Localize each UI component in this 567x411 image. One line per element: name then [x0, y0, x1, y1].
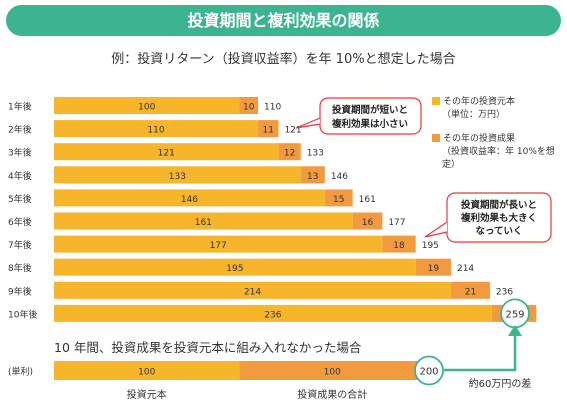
total-value-label: 214	[457, 264, 474, 274]
gain-value-label: 11	[263, 126, 274, 136]
legend-item-gain: その年の投資成果 （投資収益率：年 10%を想定）	[432, 133, 567, 172]
total-value-label: 146	[331, 172, 348, 182]
gain-value-label: 16	[362, 218, 374, 228]
difference-connector	[444, 332, 517, 372]
year-label: 2年後	[8, 124, 32, 136]
bar-gain	[239, 97, 259, 114]
principal-value-label: 214	[244, 287, 261, 297]
bar-simple-principal	[54, 361, 240, 380]
bar-gain	[300, 166, 325, 184]
simple-row-label: (単利)	[8, 366, 33, 378]
gain-value-label: 19	[428, 264, 440, 274]
principal-value-label: 133	[169, 172, 186, 182]
principal-value-label: 146	[181, 195, 198, 205]
year-label: 10年後	[8, 308, 37, 320]
bar-gain	[324, 189, 353, 207]
callout-short-line: 投資期間が短いと	[332, 104, 408, 116]
simple-gain-value: 100	[324, 368, 341, 378]
title-banner: 投資期間と複利効果の関係	[6, 5, 561, 36]
gain-value-label: 21	[465, 287, 476, 297]
legend-swatch-gain	[432, 134, 440, 142]
bar-principal	[54, 97, 240, 114]
bar-principal	[54, 189, 325, 207]
legend-item-principal: その年の投資元本 （単位：万円）	[432, 96, 567, 122]
callout-long-line: 複利効果も大きく	[460, 212, 537, 224]
legend-note-unit: （単位：万円）	[442, 110, 506, 120]
gain-value-label: 15	[333, 195, 344, 205]
bar-principal	[54, 304, 492, 322]
principal-value-label: 177	[210, 241, 227, 251]
principal-value-label: 161	[195, 218, 212, 228]
callout-short-pointer	[295, 117, 321, 129]
total-circle-simple	[414, 355, 444, 386]
callout-short-line: 複利効果は小さい	[331, 118, 408, 130]
callout-long-pointer	[424, 221, 448, 238]
bar-principal	[54, 258, 416, 276]
bar-principal	[54, 143, 279, 161]
callout-long-line: なっていく	[475, 226, 522, 237]
year-label: 5年後	[8, 193, 32, 205]
difference-arrowhead	[508, 325, 522, 336]
total-value-label: 121	[284, 126, 301, 136]
bar-gain	[352, 212, 383, 230]
bar-principal	[54, 235, 383, 253]
gain-value-label: 12	[284, 149, 295, 159]
total-value-label: 161	[359, 195, 376, 205]
callout-long-box	[446, 192, 552, 243]
legend: その年の投資元本 （単位：万円） その年の投資成果 （投資収益率：年 10%を想…	[432, 96, 567, 172]
total-value-label: 133	[307, 149, 324, 159]
principal-value-label: 195	[226, 264, 243, 274]
bar-gain	[415, 258, 451, 276]
difference-note: 約60万円の差	[469, 377, 532, 390]
legend-swatch-principal	[432, 97, 440, 105]
total-value-label: 110	[264, 103, 281, 113]
bar-simple-gain	[239, 361, 425, 380]
gain-value-label: 13	[307, 172, 318, 182]
simple-gain-caption: 投資成果の合計	[297, 388, 367, 401]
year-label: 9年後	[8, 285, 32, 297]
year-label: 3年後	[8, 147, 32, 159]
bar-principal	[54, 120, 259, 138]
bar-gain	[278, 143, 301, 161]
bar-gain	[258, 120, 279, 138]
total-value-label: 195	[422, 241, 439, 251]
simple-principal-caption: 投資元本	[127, 388, 167, 401]
gain-value-label: 18	[393, 241, 405, 251]
principal-value-label: 236	[264, 310, 281, 320]
bar-gain	[450, 281, 490, 299]
total-value-simple: 200	[419, 367, 438, 378]
year-label: 1年後	[8, 101, 32, 113]
callout-long-line: 投資期間が長いと	[461, 199, 537, 211]
simple-principal-value: 100	[138, 368, 155, 378]
gain-value-label: 10	[243, 103, 255, 113]
legend-note-rate: （投資収益率：年 10%を想定）	[442, 147, 555, 170]
principal-value-label: 121	[158, 149, 175, 159]
legend-label-principal: その年の投資元本	[443, 97, 516, 107]
total-value-compound: 259	[505, 309, 524, 320]
bar-principal	[54, 166, 301, 184]
total-value-label: 236	[496, 287, 513, 297]
year-label: 6年後	[8, 216, 32, 228]
legend-label-gain: その年の投資成果	[443, 134, 516, 144]
bar-principal	[54, 281, 451, 299]
year-label: 7年後	[8, 239, 32, 251]
simple-interest-title: 10 年間、投資成果を投資元本に組み入れなかった場合	[54, 340, 362, 355]
principal-value-label: 100	[138, 103, 155, 113]
principal-value-label: 110	[147, 126, 164, 136]
year-label: 8年後	[8, 262, 32, 274]
total-value-label: 177	[388, 218, 405, 228]
chart-subtitle: 例：投資リターン（投資収益率）を年 10%と想定した場合	[111, 52, 456, 67]
year-label: 4年後	[8, 170, 32, 182]
callout-short-box	[319, 97, 422, 135]
bar-gain	[382, 235, 416, 253]
bar-principal	[54, 212, 353, 230]
page-title: 投資期間と複利効果の関係	[187, 11, 380, 30]
